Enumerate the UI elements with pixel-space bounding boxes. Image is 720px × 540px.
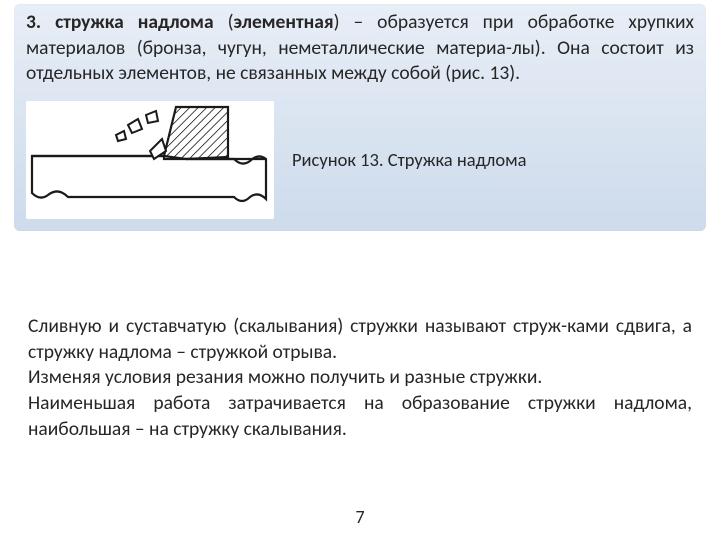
- body-p2: Изменяя условия резания можно получить и…: [28, 365, 692, 391]
- body-p1: Сливную и суставчатую (скалывания) струж…: [28, 314, 692, 365]
- item-number: 3.: [26, 10, 41, 34]
- figure-13: [26, 101, 274, 219]
- figure-row: Рисунок 13. Стружка надлома: [26, 101, 694, 219]
- highlight-block: 3. стружка надлома (элементная) – образу…: [14, 4, 706, 231]
- paren-open: (: [214, 10, 234, 34]
- body-text: Сливную и суставчатую (скалывания) струж…: [28, 314, 692, 443]
- intro-paragraph: 3. стружка надлома (элементная) – образу…: [26, 10, 694, 87]
- page-number: 7: [0, 506, 720, 528]
- term-paren-bold: элементная: [234, 10, 334, 34]
- figure-caption: Рисунок 13. Стружка надлома: [292, 148, 527, 172]
- term-bold: стружка надлома: [55, 10, 214, 34]
- slide: 3. стружка надлома (элементная) – образу…: [0, 0, 720, 540]
- body-p3: Наименьшая работа затрачивается на образ…: [28, 391, 692, 442]
